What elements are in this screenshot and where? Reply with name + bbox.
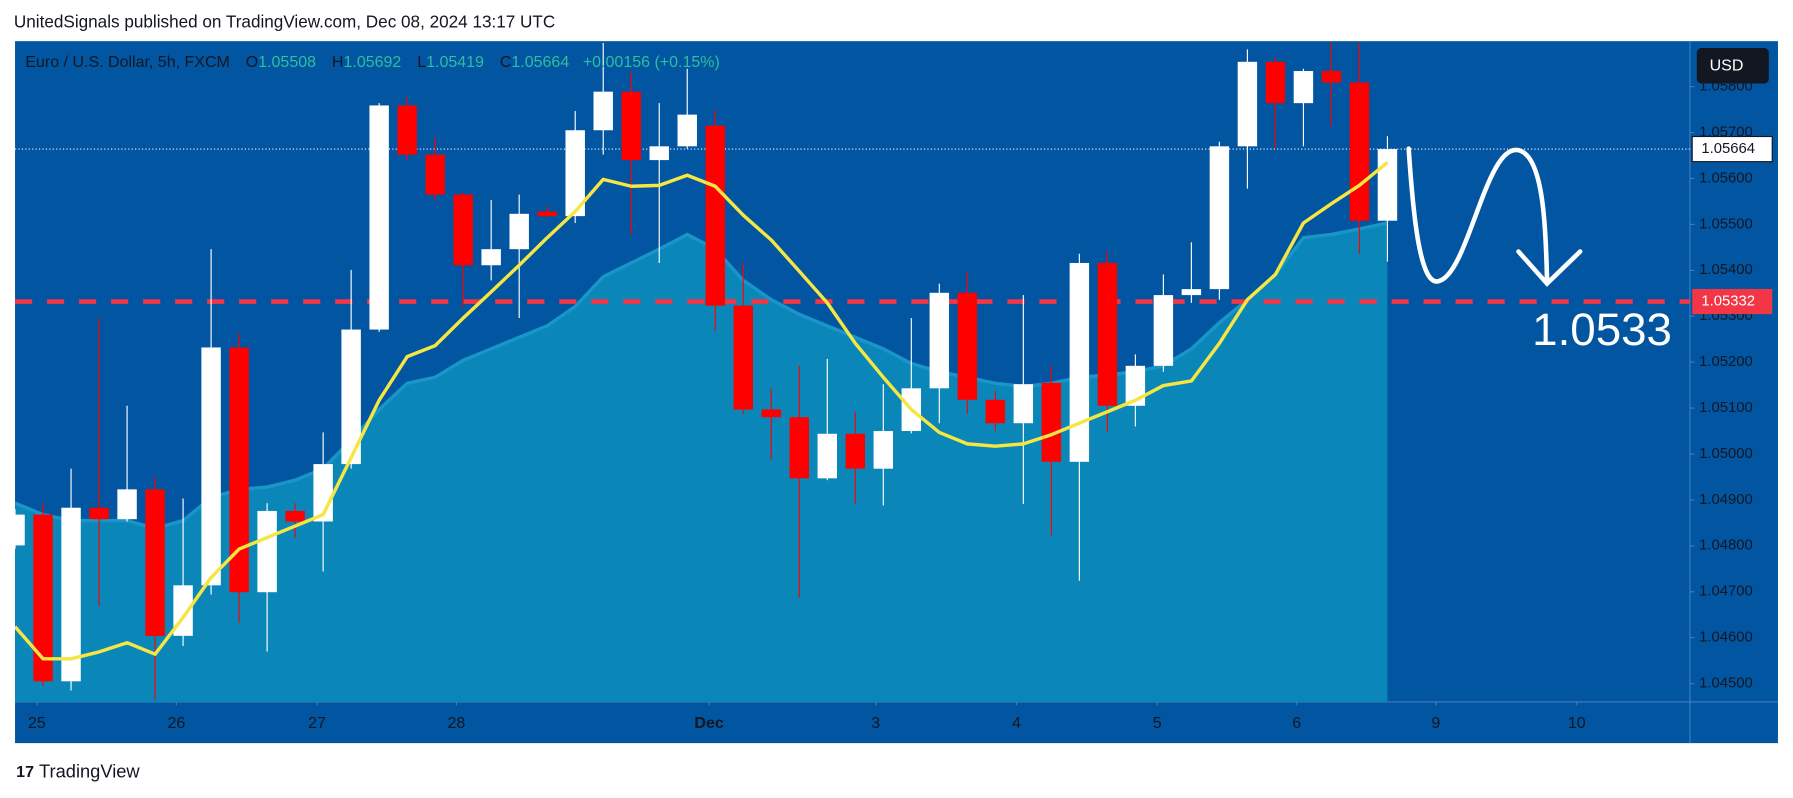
- arrow-head: [1516, 249, 1583, 287]
- candle-body: [1209, 146, 1230, 290]
- x-tick-label: 28: [448, 715, 466, 732]
- candle-body: [425, 154, 445, 195]
- brand-logo: 17: [16, 764, 34, 781]
- y-tick-label: 1.04500: [1699, 676, 1753, 692]
- candle-body: [481, 249, 501, 266]
- candle-body: [61, 507, 81, 682]
- candle-body: [957, 292, 978, 400]
- x-tick-label: 25: [28, 715, 46, 732]
- legend-change: +0.00156 (+0.15%): [583, 54, 720, 71]
- legend-value: 1.05692: [343, 54, 401, 71]
- x-tick-label: 5: [1153, 715, 1162, 732]
- candle-body: [873, 431, 894, 469]
- x-tick-label: Dec: [694, 715, 723, 732]
- x-tick-label: 27: [308, 715, 326, 732]
- candle-body: [677, 114, 697, 147]
- candle-body: [817, 433, 837, 479]
- candle-body: [733, 305, 753, 410]
- plot: [15, 42, 1690, 702]
- candle-body: [145, 489, 165, 636]
- publisher-header: UnitedSignals published on TradingView.c…: [14, 11, 555, 31]
- candle-body: [509, 213, 529, 250]
- x-tick-label: 10: [1568, 715, 1586, 732]
- candle-body: [453, 194, 473, 266]
- candle-body: [1181, 289, 1202, 296]
- overlays: 1.05332 1.05664: [1691, 135, 1773, 315]
- candle-body: [229, 347, 249, 593]
- brand-name: TradingView: [39, 761, 140, 782]
- last-price-label: 1.05664: [1701, 141, 1755, 157]
- candle-body: [1097, 262, 1118, 406]
- candle-body: [33, 514, 53, 682]
- candle-body: [1265, 61, 1286, 104]
- candle-body: [565, 130, 585, 217]
- x-tick-label: 26: [167, 715, 185, 732]
- y-tick-label: 1.04600: [1699, 630, 1753, 646]
- candle-body: [1377, 149, 1398, 221]
- candle-body: [1153, 295, 1174, 366]
- candle-body: [1293, 71, 1314, 104]
- x-tick-label: 4: [1012, 715, 1021, 732]
- target-annotation: 1.0533: [1532, 304, 1672, 355]
- candle-body: [929, 292, 950, 389]
- x-tick-label: 9: [1431, 715, 1440, 732]
- candle-body: [537, 211, 557, 217]
- candle-body: [1069, 262, 1090, 462]
- currency-button[interactable]: [1696, 48, 1769, 84]
- candle-body: [89, 507, 109, 520]
- legend-label: L: [417, 54, 426, 71]
- candle-body: [845, 433, 866, 469]
- legend-value: 1.05508: [258, 54, 316, 71]
- y-tick-label: 1.05500: [1699, 216, 1753, 232]
- legend-label: C: [500, 54, 512, 71]
- legend: Euro / U.S. Dollar, 5h, FXCM O1.05508 H1…: [25, 54, 720, 71]
- fast-ma-line: [15, 161, 1389, 661]
- y-tick-label: 1.04700: [1699, 584, 1753, 600]
- legend-label: H: [332, 54, 344, 71]
- candle-body: [1237, 61, 1258, 147]
- legend-title: Euro / U.S. Dollar, 5h, FXCM: [25, 54, 230, 71]
- x-tick-label: 3: [871, 715, 880, 732]
- candle-body: [621, 91, 641, 161]
- drawn-arrow: [1406, 146, 1550, 284]
- last-price-box: [1691, 135, 1773, 163]
- candle-body: [593, 91, 613, 131]
- candle-body: [1013, 384, 1034, 424]
- y-tick-label: 1.05400: [1699, 262, 1753, 278]
- y-tick-label: 1.04900: [1699, 492, 1753, 508]
- slow-ma-area: [15, 223, 1388, 702]
- candle-body: [1041, 382, 1062, 462]
- candle-body: [397, 105, 417, 155]
- candle-body: [761, 409, 781, 418]
- level-price-box: [1692, 288, 1773, 315]
- level-price-label: 1.05332: [1701, 293, 1755, 309]
- y-tick-label: 1.05600: [1699, 170, 1753, 186]
- candle-body: [257, 510, 277, 593]
- candle-body: [985, 399, 1006, 424]
- currency-label: USD: [1710, 58, 1744, 75]
- candle-body: [369, 105, 389, 330]
- y-tick-label: 1.05200: [1699, 354, 1753, 370]
- candle-body: [341, 329, 361, 465]
- legend-value: 1.05419: [426, 54, 484, 71]
- candle-body: [789, 417, 809, 479]
- candle-body: [201, 347, 221, 586]
- x-tick-label: 6: [1292, 715, 1301, 732]
- y-tick-label: 1.05100: [1699, 400, 1753, 416]
- y-tick-label: 1.05000: [1699, 446, 1753, 462]
- legend-label: O: [246, 54, 258, 71]
- candle-body: [705, 125, 725, 306]
- candle-body: [1349, 82, 1370, 221]
- y-tick-label: 1.04800: [1699, 538, 1753, 554]
- legend-value: 1.05664: [511, 54, 569, 71]
- candle-body: [1321, 71, 1342, 83]
- candle-body: [15, 514, 25, 546]
- candle-body: [649, 146, 669, 161]
- candle-body: [285, 510, 305, 522]
- candle-body: [117, 489, 137, 520]
